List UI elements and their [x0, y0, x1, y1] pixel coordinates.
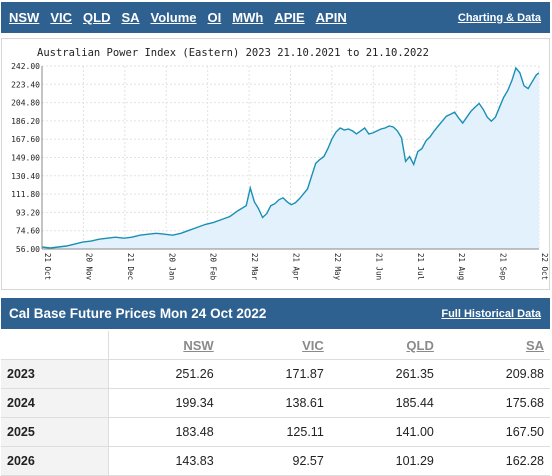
prices-header-bar: Cal Base Future Prices Mon 24 Oct 2022 F… [1, 298, 550, 329]
x-tick-label: 21 Apr [292, 253, 301, 281]
table-row: 2024 199.34 138.61 185.44 175.68 [1, 388, 550, 418]
x-tick-label: 22 May [333, 253, 342, 281]
y-tick-label: 56.00 [16, 245, 40, 254]
y-tick-label: 74.60 [16, 227, 40, 236]
x-tick-label: 22 Oct [540, 253, 549, 280]
x-tick-label: 20 Feb [209, 253, 218, 281]
table-row: 2023 251.26 171.87 261.35 209.88 [1, 359, 550, 389]
price-cell: 101.29 [329, 446, 440, 476]
nav-link-nsw[interactable]: NSW [9, 10, 40, 25]
x-tick-label: 21 Sep [499, 253, 508, 281]
nav-link-qld[interactable]: QLD [83, 10, 111, 25]
y-tick-label: 204.80 [11, 99, 40, 108]
header-blank-cell [1, 331, 109, 360]
y-tick-label: 242.00 [11, 62, 40, 71]
price-cell: 92.57 [219, 446, 330, 476]
x-tick-label: 21 Oct [43, 253, 52, 280]
nav-link-apin[interactable]: APIN [315, 10, 347, 25]
series-line [41, 66, 540, 249]
nav-link-mwh[interactable]: MWh [232, 10, 264, 25]
x-tick-label: 21 Dec [126, 253, 135, 280]
price-cell: 261.35 [329, 359, 440, 389]
prices-table: NSW VIC QLD SA 2023 251.26 171.87 261.35… [1, 331, 550, 476]
row-year: 2026 [1, 446, 109, 476]
nav-link-volume[interactable]: Volume [150, 10, 197, 25]
row-year: 2023 [1, 359, 109, 389]
nav-link-oi[interactable]: OI [207, 10, 222, 25]
chart-title: Australian Power Index (Eastern) 2023 21… [37, 47, 429, 59]
x-tick-label: 21 Jul [416, 253, 425, 280]
column-header-sa[interactable]: SA [439, 331, 550, 360]
column-header-qld[interactable]: QLD [329, 331, 440, 360]
price-cell: 138.61 [219, 388, 330, 418]
price-cell: 141.00 [329, 417, 440, 447]
x-tick-label: 21 Aug [457, 253, 466, 280]
price-cell: 167.50 [439, 417, 550, 447]
full-historical-data-link[interactable]: Full Historical Data [441, 307, 541, 320]
x-tick-label: 20 Jan [167, 253, 176, 280]
charting-data-link[interactable]: Charting & Data [457, 11, 541, 24]
y-tick-label: 111.80 [11, 190, 40, 199]
table-row: 2025 183.48 125.11 141.00 167.50 [1, 417, 550, 447]
nav-link-apie[interactable]: APIE [274, 10, 305, 25]
column-header-vic[interactable]: VIC [219, 331, 330, 360]
region-nav: NSW VIC QLD SA Volume OI MWh APIE APIN [9, 2, 358, 33]
nav-link-vic[interactable]: VIC [50, 10, 73, 25]
table-header-row: NSW VIC QLD SA [1, 331, 550, 360]
prices-title: Cal Base Future Prices Mon 24 Oct 2022 [9, 306, 267, 321]
price-cell: 183.48 [108, 417, 220, 447]
price-cell: 143.83 [108, 446, 220, 476]
price-cell: 175.68 [439, 388, 550, 418]
x-tick-label: 20 Nov [84, 253, 93, 281]
column-header-nsw[interactable]: NSW [108, 331, 220, 360]
y-tick-label: 167.60 [11, 135, 40, 144]
price-cell: 209.88 [439, 359, 550, 389]
y-tick-label: 149.00 [11, 154, 40, 163]
price-cell: 162.28 [439, 446, 550, 476]
row-year: 2025 [1, 417, 109, 447]
table-row: 2026 143.83 92.57 101.29 162.28 [1, 446, 550, 476]
y-tick-label: 186.20 [11, 117, 40, 126]
price-index-chart: Australian Power Index (Eastern) 2023 21… [1, 38, 550, 290]
x-tick-label: 21 Jun [374, 253, 383, 280]
x-tick-label: 22 Mar [250, 253, 259, 281]
y-tick-label: 130.40 [11, 172, 40, 181]
price-cell: 185.44 [329, 388, 440, 418]
chart-canvas: 242.00 223.40 204.80 186.20 167.60 149.00 130.… [11, 62, 549, 281]
y-tick-label: 93.20 [16, 208, 40, 217]
top-nav-bar: NSW VIC QLD SA Volume OI MWh APIE APIN C… [1, 2, 550, 33]
series-area [42, 68, 539, 249]
price-cell: 171.87 [219, 359, 330, 389]
row-year: 2024 [1, 388, 109, 418]
price-cell: 125.11 [219, 417, 330, 447]
price-cell: 251.26 [108, 359, 220, 389]
y-tick-label: 223.40 [11, 80, 40, 89]
price-cell: 199.34 [108, 388, 220, 418]
nav-link-sa[interactable]: SA [121, 10, 140, 25]
